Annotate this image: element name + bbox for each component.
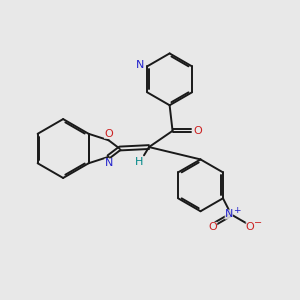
Text: N: N (225, 209, 233, 220)
Text: N: N (136, 60, 144, 70)
Text: O: O (208, 222, 217, 232)
Text: +: + (233, 206, 240, 215)
Text: −: − (254, 218, 262, 228)
Text: O: O (246, 222, 254, 232)
Text: O: O (193, 126, 202, 136)
Text: N: N (104, 158, 113, 168)
Text: O: O (104, 129, 113, 139)
Text: H: H (134, 157, 143, 167)
